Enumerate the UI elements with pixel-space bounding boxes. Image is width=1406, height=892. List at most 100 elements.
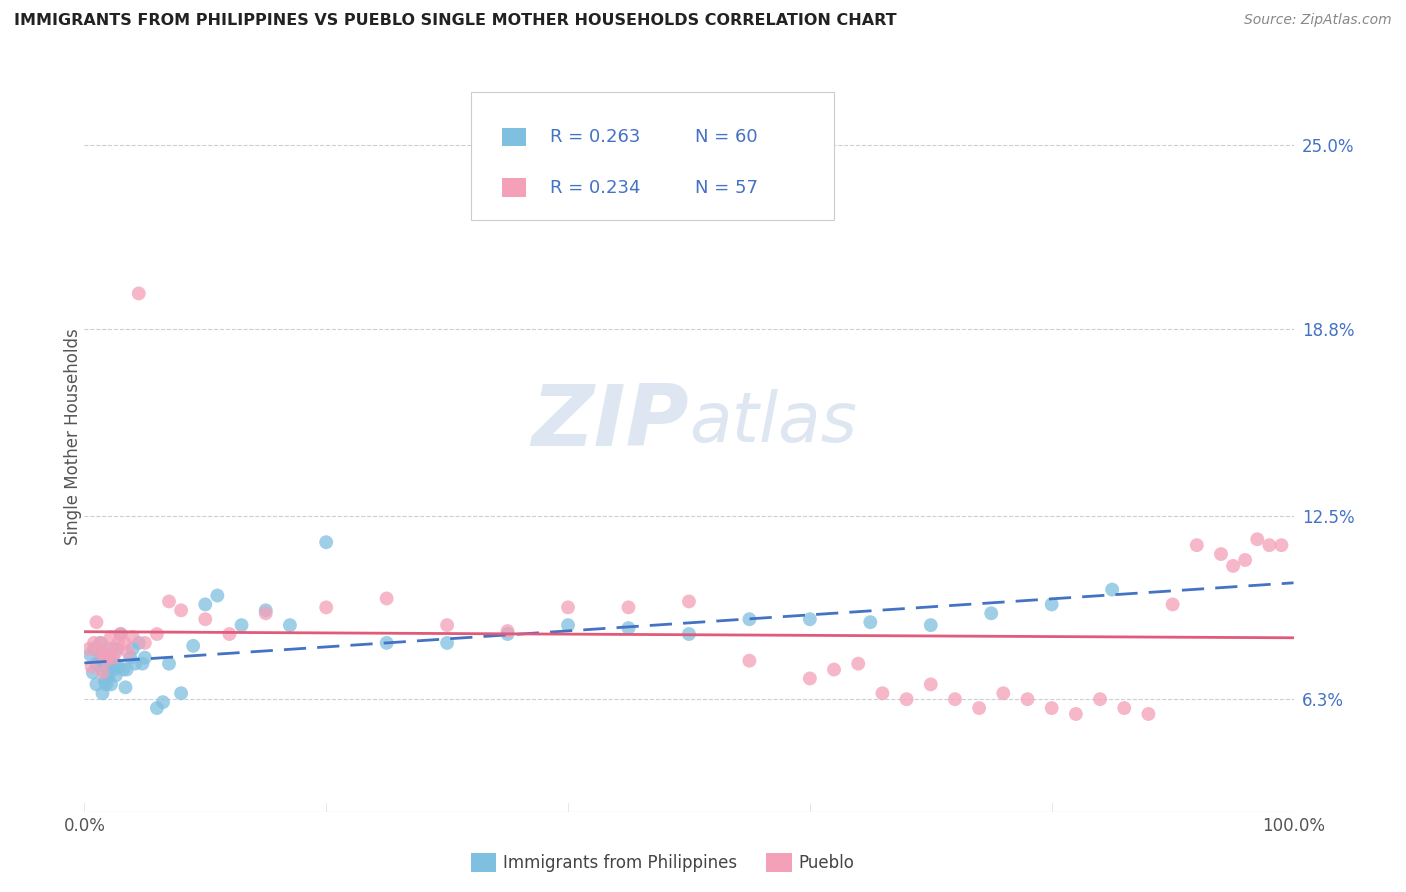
Point bbox=[896, 692, 918, 706]
Point bbox=[1040, 598, 1063, 612]
Point bbox=[1064, 706, 1087, 721]
Point bbox=[170, 603, 193, 617]
Point bbox=[993, 686, 1015, 700]
Point bbox=[980, 607, 1002, 621]
Point bbox=[131, 657, 153, 671]
Point bbox=[1270, 538, 1292, 552]
Point bbox=[315, 600, 337, 615]
Point bbox=[121, 641, 143, 656]
Point bbox=[120, 650, 142, 665]
Point bbox=[436, 636, 458, 650]
Point bbox=[128, 286, 150, 301]
Text: R = 0.263: R = 0.263 bbox=[550, 128, 640, 146]
Point bbox=[86, 615, 108, 630]
Point bbox=[93, 650, 115, 665]
FancyBboxPatch shape bbox=[471, 93, 834, 219]
Point bbox=[79, 648, 101, 662]
Point bbox=[93, 648, 115, 662]
Point bbox=[678, 627, 700, 641]
Text: N = 60: N = 60 bbox=[695, 128, 758, 146]
Point bbox=[97, 668, 120, 682]
Point bbox=[134, 636, 156, 650]
Point bbox=[90, 654, 112, 668]
Point bbox=[738, 612, 761, 626]
Point bbox=[1258, 538, 1281, 552]
Point bbox=[82, 665, 104, 680]
Point bbox=[100, 677, 122, 691]
Point bbox=[859, 615, 882, 630]
Point bbox=[375, 591, 398, 606]
Point bbox=[557, 618, 579, 632]
Point bbox=[375, 636, 398, 650]
Point bbox=[617, 600, 640, 615]
Point bbox=[86, 677, 108, 691]
Point bbox=[114, 681, 136, 695]
Point bbox=[254, 607, 277, 621]
Point bbox=[207, 589, 229, 603]
Point bbox=[110, 627, 132, 641]
Point bbox=[617, 621, 640, 635]
Point bbox=[103, 650, 125, 665]
Point bbox=[89, 636, 111, 650]
Point bbox=[104, 668, 127, 682]
Point bbox=[1234, 553, 1257, 567]
Point bbox=[1101, 582, 1123, 597]
Point bbox=[799, 672, 821, 686]
Point bbox=[94, 677, 117, 691]
Point bbox=[218, 627, 240, 641]
Point bbox=[1185, 538, 1208, 552]
Point bbox=[94, 659, 117, 673]
Point bbox=[105, 641, 128, 656]
Point bbox=[87, 645, 110, 659]
Point bbox=[1161, 598, 1184, 612]
Point bbox=[1209, 547, 1232, 561]
Text: Immigrants from Philippines: Immigrants from Philippines bbox=[503, 854, 738, 871]
Point bbox=[436, 618, 458, 632]
Text: IMMIGRANTS FROM PHILIPPINES VS PUEBLO SINGLE MOTHER HOUSEHOLDS CORRELATION CHART: IMMIGRANTS FROM PHILIPPINES VS PUEBLO SI… bbox=[14, 13, 897, 29]
Point bbox=[496, 627, 519, 641]
Point bbox=[110, 627, 132, 641]
Point bbox=[152, 695, 174, 709]
Point bbox=[98, 654, 121, 668]
Point bbox=[100, 659, 122, 673]
Point bbox=[91, 663, 114, 677]
Point bbox=[920, 618, 942, 632]
Text: Pueblo: Pueblo bbox=[799, 854, 855, 871]
Text: R = 0.234: R = 0.234 bbox=[550, 178, 640, 196]
Point bbox=[1017, 692, 1039, 706]
Point bbox=[846, 657, 869, 671]
Point bbox=[90, 636, 112, 650]
Point bbox=[97, 641, 120, 656]
Point bbox=[496, 624, 519, 638]
Point bbox=[315, 535, 337, 549]
Point bbox=[83, 636, 105, 650]
Point bbox=[157, 657, 180, 671]
Point bbox=[557, 600, 579, 615]
Point bbox=[1222, 558, 1244, 573]
Point bbox=[104, 657, 127, 671]
Point bbox=[101, 641, 124, 656]
Point bbox=[678, 594, 700, 608]
Point bbox=[194, 612, 217, 626]
Point bbox=[872, 686, 894, 700]
Y-axis label: Single Mother Households: Single Mother Households bbox=[65, 329, 82, 545]
Point bbox=[80, 659, 103, 673]
Point bbox=[194, 598, 217, 612]
Point bbox=[77, 641, 100, 656]
Point bbox=[1040, 701, 1063, 715]
Point bbox=[97, 648, 120, 662]
Point bbox=[1088, 692, 1111, 706]
Text: atlas: atlas bbox=[689, 389, 856, 456]
Point bbox=[91, 665, 114, 680]
Point bbox=[1246, 533, 1268, 547]
Point bbox=[1137, 706, 1160, 721]
Point bbox=[157, 594, 180, 608]
Point bbox=[181, 639, 204, 653]
Point bbox=[231, 618, 253, 632]
Point bbox=[115, 663, 138, 677]
Point bbox=[121, 630, 143, 644]
Point bbox=[96, 672, 118, 686]
Point bbox=[112, 663, 135, 677]
Point bbox=[87, 645, 110, 659]
Point bbox=[128, 636, 150, 650]
